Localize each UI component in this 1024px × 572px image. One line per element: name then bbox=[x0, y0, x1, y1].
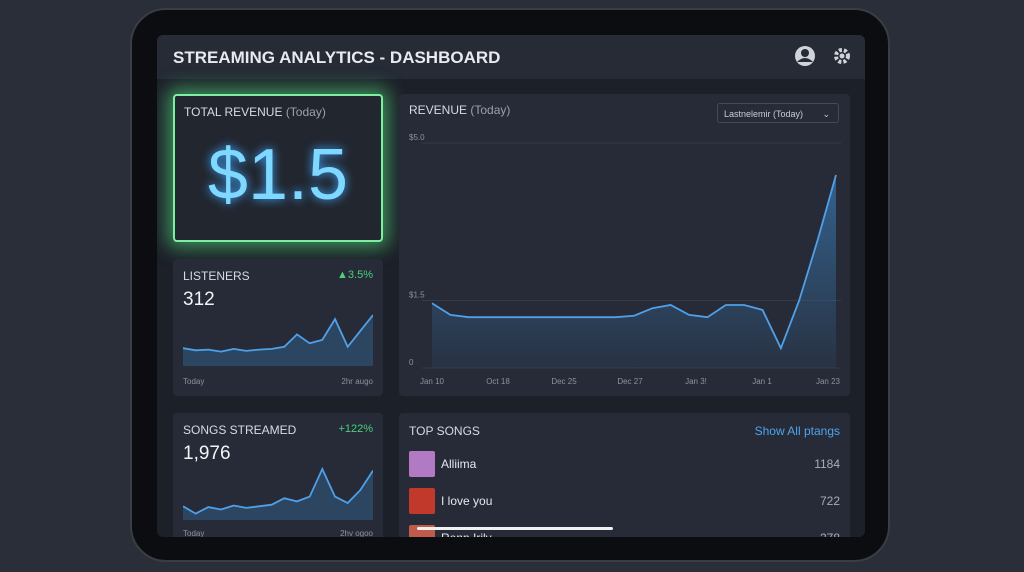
x-end: 2hr augo bbox=[341, 377, 373, 386]
x-tick-label: Dec 25 bbox=[551, 377, 577, 386]
line-chart: $5.0 $1.5 0 Jan 10 Oct 18 Dec 25 Dec 27 Jan 3! J… bbox=[409, 133, 841, 386]
screen: STREAMING ANALYTICS - DASHBOARD TOTAL RE… bbox=[157, 35, 865, 537]
song-plays: 1184 bbox=[814, 457, 840, 471]
value: 1,976 bbox=[183, 443, 231, 464]
revenue-chart-card: REVENUE (Today) Lastnelemir (Today) ⌄ $5.… bbox=[399, 94, 850, 396]
x-tick-label: Jan 1 bbox=[752, 377, 772, 386]
song-title: Renn Irily bbox=[441, 531, 492, 537]
album-art bbox=[409, 451, 435, 477]
home-indicator bbox=[417, 527, 613, 530]
album-art bbox=[409, 488, 435, 514]
song-plays: 722 bbox=[819, 494, 840, 508]
song-title: Alliima bbox=[441, 457, 477, 471]
card-label: REVENUE (Today) bbox=[409, 103, 510, 117]
x-tick-label: Oct 18 bbox=[486, 377, 510, 386]
card-label: SONGS STREAMED bbox=[183, 423, 297, 437]
sparkline bbox=[183, 314, 373, 353]
area bbox=[432, 175, 836, 368]
song-plays: 278 bbox=[820, 531, 840, 537]
x-tick-label: Dec 27 bbox=[617, 377, 643, 386]
label: REVENUE bbox=[409, 103, 468, 117]
label-note: (Today) bbox=[285, 105, 326, 119]
sparkline-chart bbox=[183, 466, 373, 520]
sparkline bbox=[183, 466, 373, 515]
top-songs-card: TOP SONGS Show All ptangs Alliima 1184 I… bbox=[399, 413, 850, 537]
value: 312 bbox=[183, 289, 215, 310]
card-label: TOTAL REVENUE (Today) bbox=[184, 105, 326, 119]
revenue-card: TOTAL REVENUE (Today) $1.5 bbox=[173, 94, 383, 242]
song-title: I love you bbox=[441, 494, 493, 508]
card-label: TOP SONGS bbox=[409, 424, 480, 438]
y-tick-label: $1.5 bbox=[409, 291, 425, 300]
settings-icon[interactable] bbox=[834, 48, 850, 64]
change: ▲3.5% bbox=[337, 269, 373, 281]
header: STREAMING ANALYTICS - DASHBOARD bbox=[157, 35, 865, 79]
label: TOTAL REVENUE bbox=[184, 105, 283, 119]
range-select[interactable]: Lastnelemir (Today) ⌄ bbox=[717, 103, 839, 123]
song-row[interactable]: I love you 722 bbox=[409, 488, 840, 514]
x-start: Today bbox=[183, 377, 205, 386]
title: STREAMING ANALYTICS - DASHBOARD bbox=[173, 48, 501, 67]
x-tick-label: Jan 23 bbox=[816, 377, 841, 386]
show-all-link[interactable]: Show All ptangs bbox=[754, 424, 840, 438]
range-text: Lastnelemir (Today) bbox=[724, 109, 804, 119]
y-tick-label: $5.0 bbox=[409, 133, 425, 142]
sparkline-area bbox=[183, 315, 373, 366]
line bbox=[431, 174, 837, 351]
x-start: Today bbox=[183, 529, 205, 537]
y-tick-label: 0 bbox=[409, 358, 414, 367]
listeners-card: LISTENERS ▲3.5% 312 Today 2hr augo bbox=[173, 259, 383, 396]
sparkline-chart bbox=[183, 314, 373, 366]
card-label: LISTENERS bbox=[183, 269, 250, 283]
change: +122% bbox=[338, 423, 373, 435]
sparkline-area bbox=[183, 469, 373, 520]
label-note: (Today) bbox=[470, 103, 511, 117]
revenue-value: $1.5 bbox=[207, 135, 349, 215]
songs-card: SONGS STREAMED +122% 1,976 Today 2hv ogo… bbox=[173, 413, 383, 537]
x-tick-label: Jan 10 bbox=[420, 377, 445, 386]
header-icons bbox=[795, 46, 850, 66]
song-row[interactable]: Alliima 1184 bbox=[409, 451, 840, 477]
x-end: 2hv ogoo bbox=[340, 529, 373, 537]
x-tick-label: Jan 3! bbox=[685, 377, 707, 386]
